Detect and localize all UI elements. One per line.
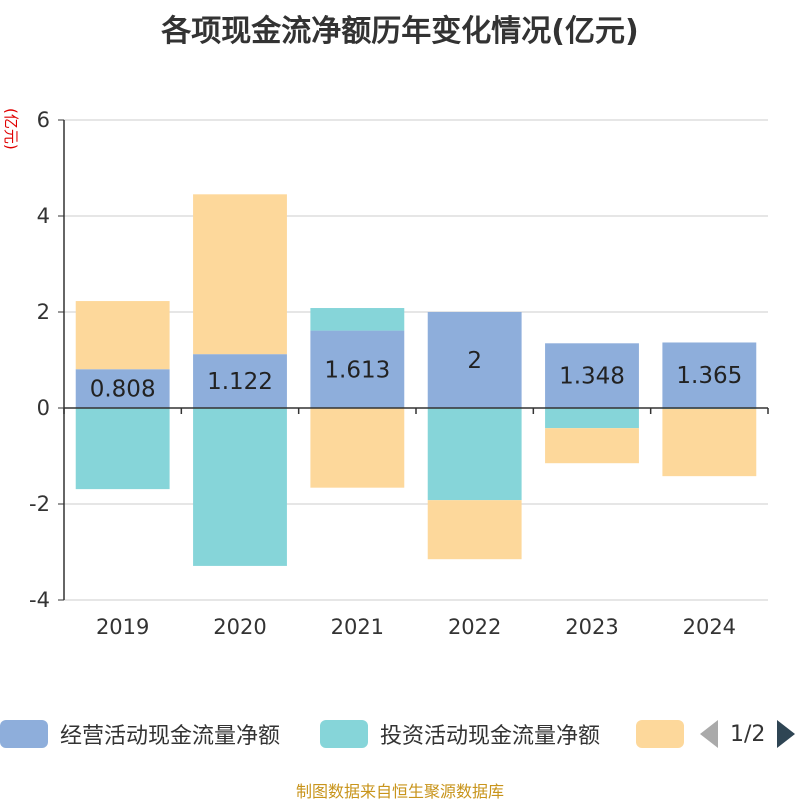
x-tick-label: 2023: [565, 615, 618, 639]
bar-financing-2019: [75, 301, 170, 370]
bar-financing-2020: [193, 194, 287, 355]
bar-financing-2023: [545, 428, 639, 464]
y-tick-label: 0: [37, 396, 50, 420]
chart-title: 各项现金流净额历年变化情况(亿元): [161, 14, 639, 49]
bar-financing-2022: [427, 500, 522, 560]
data-label-2023: 1.348: [559, 364, 625, 390]
data-label-2020: 1.122: [207, 369, 273, 395]
x-tick-label: 2020: [213, 615, 266, 639]
x-tick-label: 2021: [331, 615, 384, 639]
y-tick-label: 4: [37, 204, 50, 228]
bar-operating-2022: [427, 312, 522, 408]
bar-operating-2021: [310, 330, 405, 408]
bar-operating-2024: [662, 342, 757, 408]
bar-investing-2020: [193, 408, 287, 566]
legend-item-investing[interactable]: 投资活动现金流量净额: [320, 716, 600, 752]
y-tick-label: -4: [29, 588, 50, 612]
pager-prev-icon[interactable]: [700, 720, 718, 748]
bar-investing-2021: [310, 308, 405, 331]
bar-investing-2022: [427, 408, 522, 501]
bar-operating-2019: [75, 369, 170, 408]
data-label-2019: 0.808: [90, 377, 156, 403]
legend-swatch-operating: [0, 720, 48, 748]
legend-label-operating: 经营活动现金流量净额: [60, 724, 281, 749]
legend-item-operating[interactable]: 经营活动现金流量净额: [0, 716, 280, 752]
bar-operating-2020: [193, 354, 287, 408]
x-tick-label: 2022: [448, 615, 501, 639]
data-label-2024: 1.365: [676, 363, 742, 389]
legend-pager: 1/2: [700, 716, 796, 752]
y-tick-label: -2: [29, 492, 50, 516]
y-tick-label: 2: [37, 300, 50, 324]
bar-investing-2023: [545, 408, 639, 429]
legend: 经营活动现金流量净额 投资活动现金流量净额: [0, 716, 800, 752]
bar-financing-2021: [310, 408, 405, 488]
bar-operating-2023: [545, 343, 639, 408]
data-source-note: 制图数据来自恒生聚源数据库: [295, 782, 504, 801]
bar-financing-2024: [662, 408, 757, 477]
data-label-2021: 1.613: [324, 357, 390, 383]
legend-swatch-financing: [636, 720, 684, 748]
pager-text: 1/2: [730, 721, 766, 747]
x-tick-label: 2024: [683, 615, 736, 639]
x-tick-label: 2019: [96, 615, 149, 639]
chart-svg: 6 4 2 0 -2 -4 0.808 2019 1.122 2020 1.613 2021 2 2022…: [29, 108, 769, 639]
legend-swatch-investing: [320, 720, 368, 748]
legend-item-financing[interactable]: [636, 716, 684, 752]
pager-next-icon[interactable]: [777, 720, 796, 748]
bar-investing-2019: [75, 408, 170, 490]
legend-label-investing: 投资活动现金流量净额: [380, 724, 601, 749]
data-label-2022: 2: [467, 348, 482, 374]
y-tick-label: 6: [37, 108, 50, 132]
